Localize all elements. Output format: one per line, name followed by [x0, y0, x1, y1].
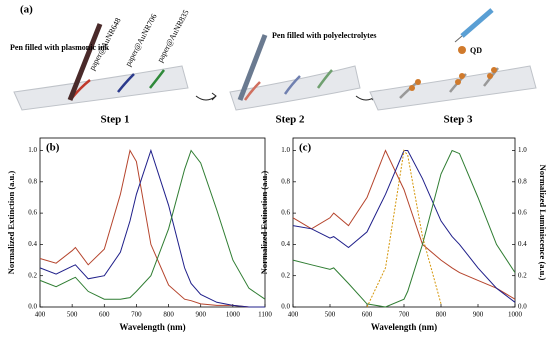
- annotation: QD: [470, 46, 482, 55]
- x-tick-label: 900: [473, 311, 484, 319]
- step-label: Step 3: [443, 114, 473, 126]
- x-tick-label: 1000: [508, 311, 523, 319]
- y2-tick-label: 0.2: [518, 271, 527, 279]
- y2-tick-label: 0.6: [518, 209, 527, 217]
- qd-dots: [409, 67, 497, 91]
- x-tick-label: 700: [131, 311, 142, 319]
- ink-line: [117, 73, 135, 93]
- spectrum-line: [292, 149, 516, 300]
- spectrum-line: [292, 149, 516, 308]
- x-tick-label: 400: [288, 311, 299, 319]
- y-tick-label: 1.0: [28, 146, 37, 154]
- x-tick-label: 600: [99, 311, 110, 319]
- x-axis-title: Wavelength (nm): [371, 322, 437, 332]
- y2-axis-title: Normalized Luminiscence (a.u.): [538, 165, 548, 281]
- qd-icon: [458, 46, 466, 54]
- schematic: (a) Pen filled with plasmonic ink paper@…: [10, 4, 537, 126]
- spectrum-line: [39, 149, 266, 300]
- panel-label: (c): [299, 142, 312, 154]
- y2-tick-label: 0.0: [518, 303, 527, 311]
- ink-line: [283, 75, 301, 95]
- panel-label: (b): [46, 142, 60, 154]
- y-tick-label: 0.2: [281, 271, 290, 279]
- ink-line: [149, 69, 165, 89]
- y-tick-label: 0.6: [28, 209, 37, 217]
- annotation: Pen filled with polyelectrolytes: [272, 31, 377, 40]
- y-tick-label: 0.0: [281, 303, 290, 311]
- arrow: [195, 92, 217, 101]
- plot-frame: [39, 137, 266, 308]
- y2-tick-label: 1.0: [518, 146, 527, 154]
- annotation: paper@AuNR706: [123, 12, 158, 67]
- x-tick-label: 800: [163, 311, 174, 319]
- x-tick-label: 1000: [226, 311, 241, 319]
- pen: [67, 23, 103, 101]
- paper-strip: [13, 65, 189, 111]
- spectrum-line: [292, 150, 516, 303]
- annotation: Pen filled with plasmonic ink: [10, 43, 110, 52]
- x-tick-label: 400: [35, 311, 46, 319]
- step-label: Step 1: [100, 114, 129, 126]
- y-tick-label: 0.2: [28, 271, 37, 279]
- x-tick-label: 900: [195, 311, 206, 319]
- y2-tick-label: 0.8: [518, 177, 527, 185]
- y-tick-label: 0.0: [28, 303, 37, 311]
- annotation: paper@AuNR835: [155, 8, 190, 63]
- syringe-needle: [454, 35, 463, 43]
- spectrum-line: [39, 148, 265, 308]
- x-tick-label: 800: [436, 311, 447, 319]
- panel-label: (a): [20, 4, 33, 16]
- spectrum-line: [366, 149, 442, 308]
- x-tick-label: 1100: [258, 311, 272, 319]
- y-tick-label: 0.4: [28, 240, 37, 248]
- x-tick-label: 600: [362, 311, 373, 319]
- x-tick-label: 500: [67, 311, 78, 319]
- ink-line: [316, 69, 333, 89]
- step-label: Step 2: [275, 114, 305, 126]
- y-tick-label: 0.8: [281, 177, 290, 185]
- pen: [237, 34, 268, 101]
- x-tick-label: 700: [399, 311, 410, 319]
- y-axis-title: Normalized Extinction (a.u.): [259, 171, 269, 275]
- spectrum-line: [39, 149, 265, 308]
- y-tick-label: 0.6: [281, 209, 290, 217]
- ink-line: [243, 81, 261, 101]
- syringe: [460, 8, 494, 38]
- x-axis-title: Wavelength (nm): [119, 322, 185, 332]
- y-axis-title: Normalized Extinction (a.u.): [6, 171, 16, 275]
- x-tick-label: 500: [325, 311, 336, 319]
- y-tick-label: 0.4: [281, 240, 290, 248]
- y-tick-label: 1.0: [281, 146, 290, 154]
- y-tick-label: 0.8: [28, 177, 37, 185]
- y2-tick-label: 0.4: [518, 240, 527, 248]
